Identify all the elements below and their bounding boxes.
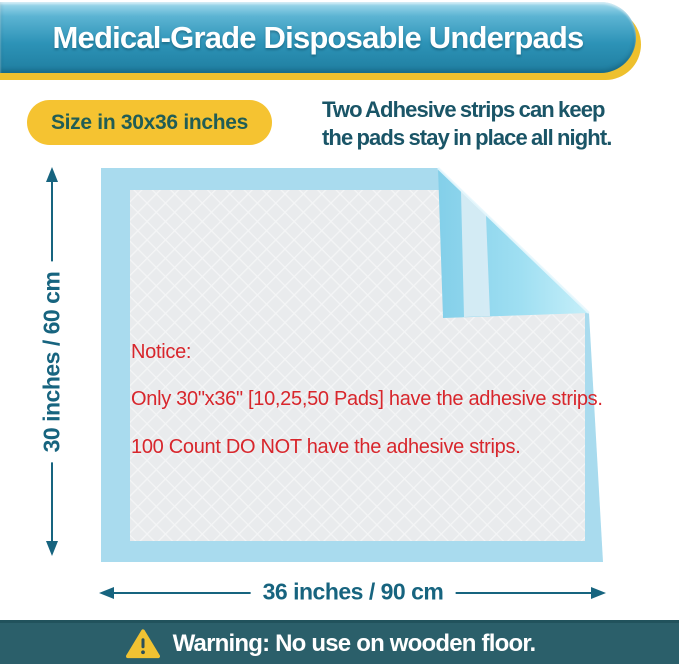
adhesive-note: Two Adhesive strips can keep the pads st… — [322, 96, 612, 152]
fold-crease-highlight — [437, 167, 590, 314]
notice-line2: 100 Count DO NOT have the adhesive strip… — [131, 436, 521, 458]
notice-text-block: Notice: Only 30"x36" [10,25,50 Pads] hav… — [131, 340, 651, 459]
size-badge: Size in 30x36 inches — [27, 100, 272, 145]
warning-triangle-icon — [125, 629, 160, 659]
arrow-right-icon — [591, 587, 606, 599]
warning-banner-content: Warning: No use on wooden floor. — [125, 628, 537, 659]
notice-heading: Notice: — [131, 341, 192, 363]
product-title: Medical-Grade Disposable Underpads — [52, 19, 585, 55]
size-badge-label: Size in 30x36 inches — [50, 110, 249, 134]
adhesive-note-line2: the pads stay in place all night. — [322, 125, 612, 150]
height-dimension-label: 30 inches / 60 cm — [36, 261, 68, 463]
arrow-down-icon — [46, 541, 58, 556]
adhesive-strip — [461, 191, 490, 317]
adhesive-note-line1: Two Adhesive strips can keep — [322, 97, 605, 122]
notice-line1: Only 30"x36" [10,25,50 Pads] have the ad… — [131, 388, 603, 410]
warning-text: Warning: No use on wooden floor. — [172, 629, 537, 657]
banner-face: Medical-Grade Disposable Underpads — [0, 2, 636, 73]
title-banner: Medical-Grade Disposable Underpads — [0, 2, 641, 80]
arrow-up-icon — [46, 167, 58, 182]
warning-banner: Warning: No use on wooden floor. — [0, 620, 679, 664]
width-dimension-label: 36 inches / 90 cm — [250, 578, 456, 606]
